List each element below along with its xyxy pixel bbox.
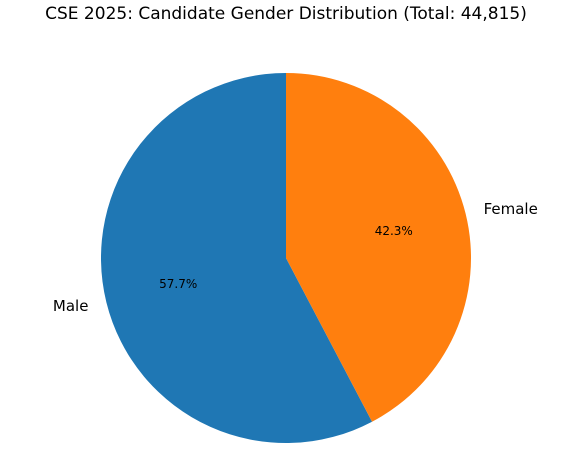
pie-slice — [100, 73, 373, 444]
slice-label: Female — [484, 200, 538, 218]
percent-label: 42.3% — [375, 224, 413, 238]
chart-title: CSE 2025: Candidate Gender Distribution … — [45, 4, 527, 24]
pie-slice — [286, 73, 471, 422]
slice-label: Male — [53, 297, 89, 315]
percent-label: 57.7% — [159, 277, 197, 291]
